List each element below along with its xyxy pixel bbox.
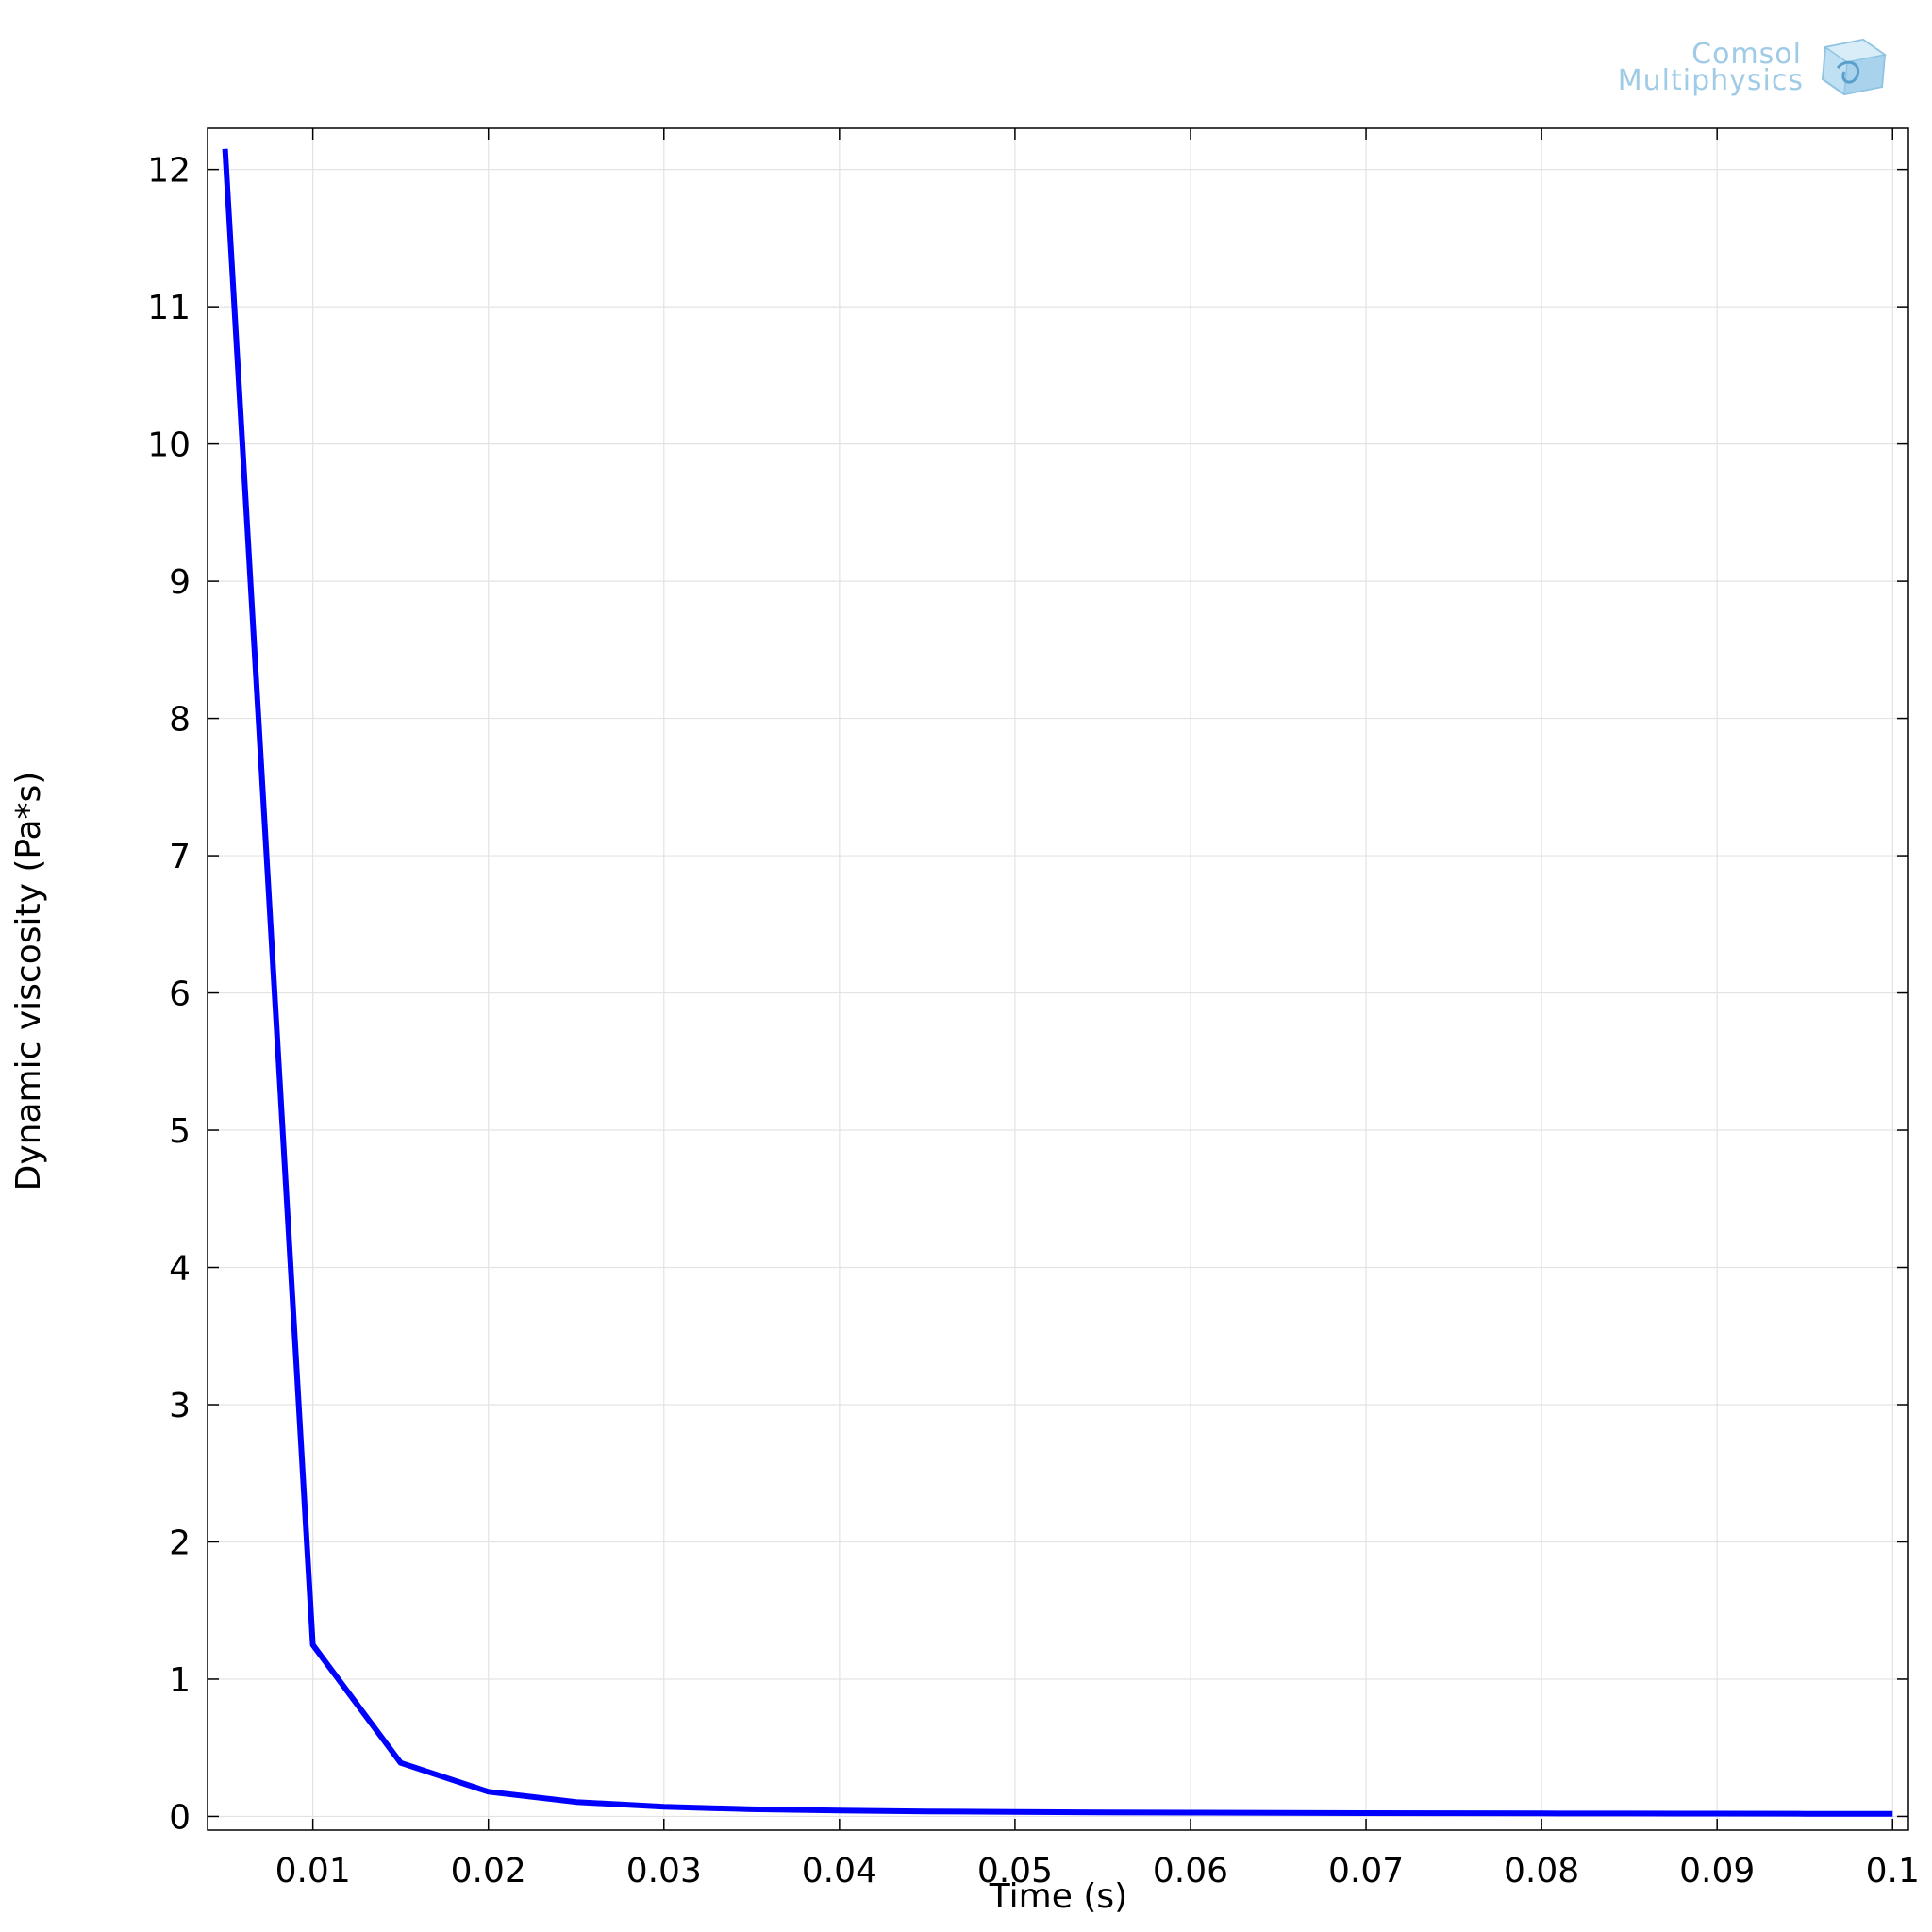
series-line — [222, 148, 1893, 1817]
y-axis-title: Dynamic viscosity (Pa*s) — [9, 772, 48, 1191]
y-tick-label: 7 — [169, 838, 191, 876]
comsol-logo: Comsol Multiphysics — [1618, 38, 1887, 97]
x-axis-title: Time (s) — [989, 1877, 1127, 1916]
x-tick-label: 0.03 — [626, 1852, 702, 1890]
x-tick-label: 0.04 — [802, 1852, 877, 1890]
x-tick-label: 0.06 — [1153, 1852, 1228, 1890]
y-tick-label: 0 — [169, 1798, 191, 1837]
y-tick-label: 6 — [169, 975, 191, 1014]
logo-cube-icon — [1821, 38, 1887, 96]
x-tick-label: 0.02 — [451, 1852, 526, 1890]
grid — [208, 128, 1908, 1830]
y-tick-label: 3 — [169, 1387, 191, 1425]
ticks — [208, 128, 1908, 1830]
y-tick-label: 5 — [169, 1112, 191, 1151]
plot-frame — [207, 127, 1909, 1831]
x-tick-labels: 0.01 0.02 0.03 0.04 0.05 0.06 0.07 0.08 0.09 0.1 — [275, 1852, 1920, 1890]
logo-line2: Multiphysics — [1618, 64, 1804, 97]
y-tick-label: 10 — [147, 426, 191, 465]
y-tick-label: 12 — [147, 152, 191, 191]
y-tick-label: 1 — [169, 1661, 191, 1700]
logo-line1: Comsol — [1691, 38, 1802, 71]
y-tick-label: 2 — [169, 1524, 191, 1562]
y-tick-label: 9 — [169, 563, 191, 602]
y-tick-label: 4 — [169, 1250, 191, 1289]
x-tick-label: 0.1 — [1866, 1852, 1920, 1890]
series-layer — [222, 148, 1893, 1817]
x-tick-label: 0.07 — [1328, 1852, 1404, 1890]
x-tick-label: 0.09 — [1679, 1852, 1755, 1890]
x-tick-label: 0.08 — [1504, 1852, 1579, 1890]
y-tick-label: 11 — [147, 289, 191, 327]
x-tick-label: 0.01 — [275, 1852, 351, 1890]
x-tick-label: 0.05 — [977, 1852, 1053, 1890]
y-tick-label: 8 — [169, 701, 191, 740]
